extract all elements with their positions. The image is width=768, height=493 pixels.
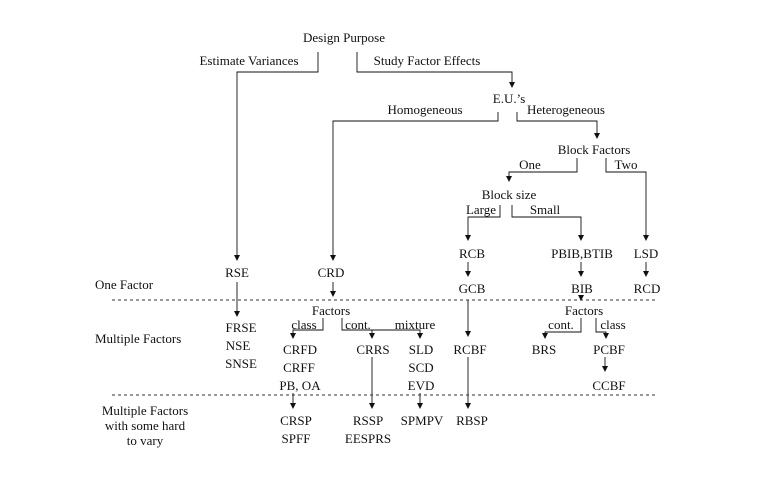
design-crd: CRD <box>317 265 345 280</box>
connector-heterogeneous-to-block <box>516 112 600 139</box>
design-bib: BIB <box>571 281 593 296</box>
small-label: Small <box>529 202 561 217</box>
block-size-label: Block size <box>481 187 537 202</box>
homogeneous-label: Homogeneous <box>387 102 463 117</box>
design-spff: SPFF <box>281 431 311 446</box>
design-crfd: CRFD <box>283 342 317 357</box>
connector-mixture-to-sld <box>372 329 423 339</box>
connector-cont-to-brs <box>542 318 582 339</box>
design-evd: EVD <box>407 378 435 393</box>
design-frse: FRSE <box>225 320 257 335</box>
design-eesprs: EESPRS <box>344 431 392 446</box>
connector-homogeneous-to-crd <box>330 112 499 261</box>
design-snse: SNSE <box>225 356 257 371</box>
study-factor-effects-label: Study Factor Effects <box>373 53 481 68</box>
row-label-one-factor: One Factor <box>95 277 154 292</box>
heterogeneous-label: Heterogeneous <box>527 102 605 117</box>
eus-label: E.U.’s <box>492 91 526 106</box>
cont-label-left: cont. <box>345 317 371 332</box>
design-rcbf: RCBF <box>453 342 487 357</box>
design-rbsp: RBSP <box>456 413 488 428</box>
design-crrs: CRRS <box>356 342 390 357</box>
one-block-label: One <box>519 157 541 172</box>
connector-one-to-blocksize <box>506 158 578 182</box>
diagram-title: Design Purpose <box>303 30 385 45</box>
class-label-right: class <box>600 317 626 332</box>
connector-class-to-pcbf <box>595 318 609 339</box>
design-spmpv: SPMPV <box>400 413 444 428</box>
connector-small-to-pbib <box>511 205 584 241</box>
design-sld: SLD <box>408 342 434 357</box>
connector-class-to-crfd <box>290 318 324 339</box>
connector-estimate-to-rse <box>234 52 319 261</box>
design-pcbf: PCBF <box>593 342 625 357</box>
factors-label-left: Factors <box>311 303 351 318</box>
design-rcd: RCD <box>633 281 661 296</box>
row-label-multiple-factors: Multiple Factors <box>95 331 182 346</box>
two-block-label: Two <box>614 157 638 172</box>
design-gcb: GCB <box>458 281 486 296</box>
design-pbib-btib: PBIB,BTIB <box>551 246 613 261</box>
estimate-variances-label: Estimate Variances <box>199 53 299 68</box>
design-rcb: RCB <box>458 246 486 261</box>
row-label-multiple-hard: Multiple Factors with some hard to vary <box>101 403 189 448</box>
design-nse: NSE <box>225 338 251 353</box>
design-rse: RSE <box>225 265 249 280</box>
design-ccbf: CCBF <box>592 378 626 393</box>
design-rssp: RSSP <box>352 413 384 428</box>
connector-cont-to-crrs <box>341 318 375 339</box>
block-factors-label: Block Factors <box>557 142 631 157</box>
connector-large-to-rcb <box>465 205 501 241</box>
design-crsp: CRSP <box>280 413 312 428</box>
large-label: Large <box>465 202 497 217</box>
mixture-label: mixture <box>394 317 436 332</box>
connector-study-to-eus <box>356 52 515 88</box>
class-label-left: class <box>291 317 317 332</box>
design-scd: SCD <box>408 360 434 375</box>
connector-two-to-lsd <box>605 158 649 241</box>
factors-label-right: Factors <box>564 303 604 318</box>
design-pb-oa: PB, OA <box>279 378 321 393</box>
cont-label-right: cont. <box>548 317 574 332</box>
design-brs: BRS <box>531 342 557 357</box>
design-crff: CRFF <box>283 360 315 375</box>
design-lsd: LSD <box>633 246 659 261</box>
